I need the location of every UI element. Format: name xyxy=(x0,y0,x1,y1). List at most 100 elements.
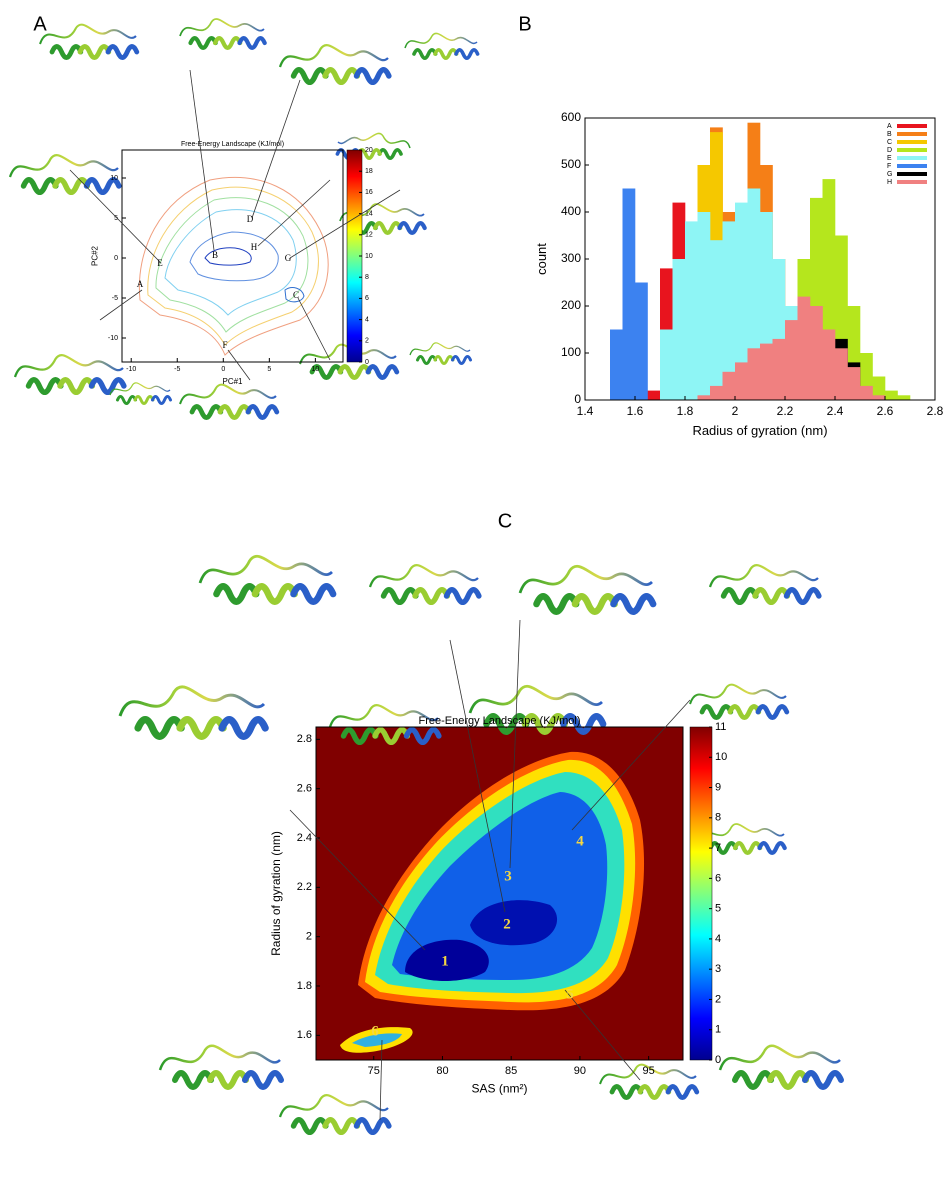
protein-coil xyxy=(518,564,653,594)
annotation-arrow xyxy=(297,297,331,361)
protein-coil xyxy=(13,354,124,378)
panel-label: A xyxy=(33,13,47,35)
protein-helix xyxy=(57,377,96,395)
colorbar-tick-label: 8 xyxy=(365,274,369,281)
protein-cartoon xyxy=(718,1044,844,1090)
protein-helix xyxy=(451,355,472,365)
x-tick-label: 5 xyxy=(267,366,271,373)
protein-helix xyxy=(727,704,762,720)
histogram-bar xyxy=(772,338,786,400)
annotation-arrow xyxy=(289,809,426,951)
protein-coil xyxy=(198,554,333,584)
annotation-arrow xyxy=(449,639,506,913)
colorbar-tick-label: 10 xyxy=(365,253,373,260)
legend-swatch xyxy=(897,172,927,176)
plot-frame xyxy=(584,117,936,401)
y-tick-label: 2.4 xyxy=(297,832,312,844)
y-tick-label: 2 xyxy=(306,931,312,943)
annotation: E xyxy=(157,258,163,268)
histogram-bar xyxy=(797,296,811,400)
protein-cartoon xyxy=(518,564,657,615)
x-axis-label: Radius of gyration (nm) xyxy=(692,423,827,438)
protein-helix xyxy=(52,177,91,195)
protein-cartoon xyxy=(708,564,822,605)
protein-cartoon xyxy=(179,383,280,420)
legend-label: G xyxy=(887,171,892,178)
panel-label: B xyxy=(518,13,531,35)
protein-helix xyxy=(708,841,738,855)
colorbar-tick-label: 0 xyxy=(365,359,369,366)
y-tick-label: 500 xyxy=(561,157,581,171)
annotation-arrow xyxy=(99,289,143,321)
protein-helix xyxy=(533,593,580,615)
annotation-arrow xyxy=(251,79,301,219)
annotation: 2 xyxy=(503,916,511,932)
protein-helix xyxy=(245,404,280,420)
y-tick-label: 1.6 xyxy=(297,1029,312,1041)
protein-helix xyxy=(217,404,252,420)
histogram-bar xyxy=(860,385,873,400)
protein-coil xyxy=(599,1063,697,1085)
protein-helix xyxy=(213,583,260,605)
protein-helix xyxy=(433,355,455,365)
histogram-bar xyxy=(710,240,723,400)
protein-coil xyxy=(299,343,397,365)
annotation-arrow xyxy=(227,349,251,381)
colorbar-tick-label: 10 xyxy=(715,751,727,763)
x-tick-label: 0 xyxy=(221,366,225,373)
y-axis-label: Radius of gyration (nm) xyxy=(269,831,283,956)
legend-swatch xyxy=(897,140,927,144)
histogram-bar xyxy=(622,188,636,400)
protein-helix xyxy=(767,1070,809,1090)
histogram-bar xyxy=(722,221,736,400)
colorbar-tick-label: 1 xyxy=(715,1024,721,1036)
y-tick-label: 300 xyxy=(561,251,581,265)
protein-cartoon xyxy=(198,554,337,605)
protein-helix xyxy=(218,716,269,740)
protein-cartoon xyxy=(699,823,787,855)
protein-helix xyxy=(637,1084,672,1100)
protein-helix xyxy=(172,1070,214,1090)
colorbar-tick-label: 8 xyxy=(715,812,721,824)
legend-swatch xyxy=(897,132,927,136)
protein-helix xyxy=(720,587,759,605)
colorbar-tick-label: 3 xyxy=(715,963,721,975)
histogram-bar xyxy=(885,390,898,400)
y-tick-label: 5 xyxy=(114,215,118,222)
annotation-arrow xyxy=(509,619,521,869)
annotation-arrow xyxy=(69,169,161,263)
histogram-bar xyxy=(872,376,886,400)
annotation: B xyxy=(212,250,218,260)
protein-cartoon xyxy=(278,44,392,85)
protein-helix xyxy=(353,1117,392,1135)
protein-coil xyxy=(708,564,819,588)
x-tick-label: 2 xyxy=(732,404,739,418)
colorbar-tick-label: 0 xyxy=(715,1054,721,1066)
x-tick-label: 90 xyxy=(574,1065,586,1077)
y-tick-label: 400 xyxy=(561,204,581,218)
annotation: 1 xyxy=(441,953,449,969)
protein-coil xyxy=(39,23,137,45)
protein-helix xyxy=(77,44,112,60)
protein-helix xyxy=(560,713,607,735)
histogram-bar xyxy=(897,395,911,400)
histogram-bar xyxy=(760,343,773,400)
protein-cartoon xyxy=(404,32,480,60)
protein-helix xyxy=(83,177,122,195)
protein-helix xyxy=(365,364,400,380)
protein-helix xyxy=(380,587,419,605)
histogram-bar xyxy=(722,371,736,400)
protein-helix xyxy=(610,593,657,615)
annotation-arrow xyxy=(379,1039,383,1121)
y-tick-label: -5 xyxy=(112,295,118,302)
y-tick-label: 2.8 xyxy=(297,733,312,745)
protein-helix xyxy=(88,377,127,395)
protein-helix xyxy=(105,44,140,60)
histogram-bar xyxy=(847,367,861,400)
protein-helix xyxy=(212,36,243,50)
protein-helix xyxy=(443,587,482,605)
x-tick-label: 2.4 xyxy=(827,404,844,418)
protein-helix xyxy=(116,395,137,405)
annotation-arrow xyxy=(257,179,331,247)
